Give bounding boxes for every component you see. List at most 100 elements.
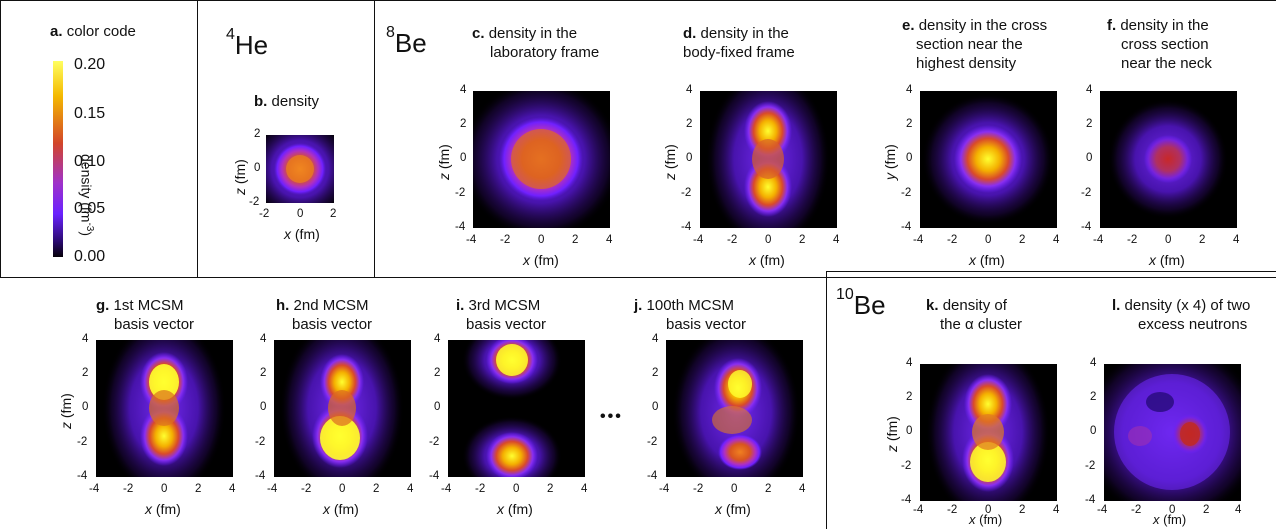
panel-d-xtick-4: 4 [833, 234, 840, 246]
panel-j-ytick-3: -2 [647, 436, 658, 448]
colorbar-tick-1: 0.15 [74, 105, 106, 122]
panel-j-ytick-1: 2 [652, 367, 659, 379]
panel-l-xtick-1: -2 [1131, 504, 1142, 516]
panel-e-ytick-2: 0 [906, 152, 913, 164]
panel-h-xtick-3: 2 [373, 483, 380, 495]
panel-j-title: j. 100th MCSM basis vector [634, 297, 747, 333]
panel-j-xlabel: x (fm) [715, 501, 751, 517]
panel-l-xtick-3: 2 [1203, 504, 1210, 516]
panel-b-xtick-0: -2 [259, 208, 270, 220]
panel-h-ytick-3: -2 [255, 436, 266, 448]
panel-l-plot [1104, 364, 1241, 501]
colorbar-tick-2: 0.10 [74, 153, 106, 170]
panel-e-ylabel: y (fm) [882, 144, 898, 180]
panel-k-xtick-0: -4 [913, 504, 924, 516]
ellipsis-dots: ••• [600, 408, 623, 425]
colorbar-tick-4: 0.00 [74, 248, 106, 265]
panel-f-xtick-4: 4 [1233, 234, 1240, 246]
panel-l-title: l. density (x 4) of two excess neutrons [1112, 297, 1251, 333]
panel-b-ytick-2: -2 [249, 196, 260, 208]
panel-c-xtick-4: 4 [606, 234, 613, 246]
panel-i-xtick-3: 2 [547, 483, 554, 495]
panel-i-xlabel: x (fm) [497, 501, 533, 517]
panel-c-plot [473, 91, 610, 228]
panel-h-plot [274, 340, 411, 477]
panel-c-xtick-2: 0 [538, 234, 545, 246]
panel-f-ytick-0: 4 [1086, 84, 1093, 96]
panel-c-xtick-1: -2 [500, 234, 511, 246]
panel-i-ytick-2: 0 [434, 401, 441, 413]
panel-f-xtick-3: 2 [1199, 234, 1206, 246]
colorbar-tick-3: 0.05 [74, 200, 106, 217]
panel-g-xtick-4: 4 [229, 483, 236, 495]
panel-j-xtick-0: -4 [659, 483, 670, 495]
nucleus-be8: 8Be [386, 24, 427, 58]
panel-e-xtick-4: 4 [1053, 234, 1060, 246]
panel-e-xtick-3: 2 [1019, 234, 1026, 246]
panel-k-ytick-0: 4 [906, 357, 913, 369]
panel-e-ytick-3: -2 [901, 187, 912, 199]
panel-i-xtick-0: -4 [441, 483, 452, 495]
panel-c-title: c. density in the laboratory frame [472, 25, 600, 61]
panel-l-xtick-0: -4 [1097, 504, 1108, 516]
panel-h-xtick-1: -2 [301, 483, 312, 495]
panel-b-xtick-2: 2 [330, 208, 337, 220]
panel-b-ytick-0: 2 [254, 128, 261, 140]
nucleus-he4: 4He [226, 26, 269, 60]
panel-h-xtick-0: -4 [267, 483, 278, 495]
panel-g-ytick-0: 4 [82, 333, 89, 345]
panel-j-xtick-2: 0 [731, 483, 738, 495]
panel-h-ytick-4: -4 [255, 470, 266, 482]
panel-e-plot [920, 91, 1057, 228]
panel-d-xtick-1: -2 [727, 234, 738, 246]
panel-f-ytick-4: -4 [1081, 221, 1092, 233]
panel-b-ylabel: z (fm) [232, 159, 248, 195]
panel-l-ytick-2: 0 [1090, 425, 1097, 437]
panel-j-xtick-4: 4 [799, 483, 806, 495]
panel-d-ytick-2: 0 [686, 152, 693, 164]
panel-g-xtick-3: 2 [195, 483, 202, 495]
panel-j-xtick-1: -2 [693, 483, 704, 495]
panel-be8-frame [374, 0, 1276, 278]
panel-h-xtick-2: 0 [339, 483, 346, 495]
panel-a-frame [0, 0, 198, 278]
panel-h-ytick-0: 4 [260, 333, 267, 345]
panel-j-ytick-0: 4 [652, 333, 659, 345]
panel-l-ytick-3: -2 [1085, 460, 1096, 472]
panel-h-xlabel: x (fm) [323, 501, 359, 517]
panel-k-plot [920, 364, 1057, 501]
panel-j-ytick-2: 0 [652, 401, 659, 413]
panel-i-title: i. 3rd MCSM basis vector [456, 297, 547, 333]
panel-h-title: h. 2nd MCSM basis vector [276, 297, 373, 333]
panel-d-ytick-0: 4 [686, 84, 693, 96]
panel-d-xtick-3: 2 [799, 234, 806, 246]
panel-g-ytick-3: -2 [77, 436, 88, 448]
panel-k-ytick-2: 0 [906, 425, 913, 437]
panel-k-xtick-1: -2 [947, 504, 958, 516]
panel-h-ytick-2: 0 [260, 401, 267, 413]
panel-f-xtick-2: 0 [1165, 234, 1172, 246]
panel-k-ytick-4: -4 [901, 494, 912, 506]
panel-e-xtick-1: -2 [947, 234, 958, 246]
panel-i-xtick-4: 4 [581, 483, 588, 495]
panel-c-ytick-1: 2 [460, 118, 467, 130]
panel-h-xtick-4: 4 [407, 483, 414, 495]
panel-b-title: b. density [254, 93, 320, 110]
panel-d-xtick-0: -4 [693, 234, 704, 246]
panel-l-ytick-0: 4 [1090, 357, 1097, 369]
panel-i-xtick-2: 0 [513, 483, 520, 495]
panel-c-xtick-0: -4 [466, 234, 477, 246]
colorbar [53, 61, 63, 257]
panel-b-xtick-1: 0 [297, 208, 304, 220]
panel-g-xlabel: x (fm) [145, 501, 181, 517]
panel-d-xtick-2: 0 [765, 234, 772, 246]
panel-j-ytick-4: -4 [647, 470, 658, 482]
panel-k-xtick-2: 0 [985, 504, 992, 516]
panel-k-xtick-4: 4 [1053, 504, 1060, 516]
panel-g-ylabel: z (fm) [58, 393, 74, 429]
panel-i-ytick-4: -4 [429, 470, 440, 482]
panel-g-xtick-2: 0 [161, 483, 168, 495]
panel-k-ylabel: z (fm) [884, 416, 900, 452]
panel-i-ytick-1: 2 [434, 367, 441, 379]
panel-c-ylabel: z (fm) [436, 144, 452, 180]
